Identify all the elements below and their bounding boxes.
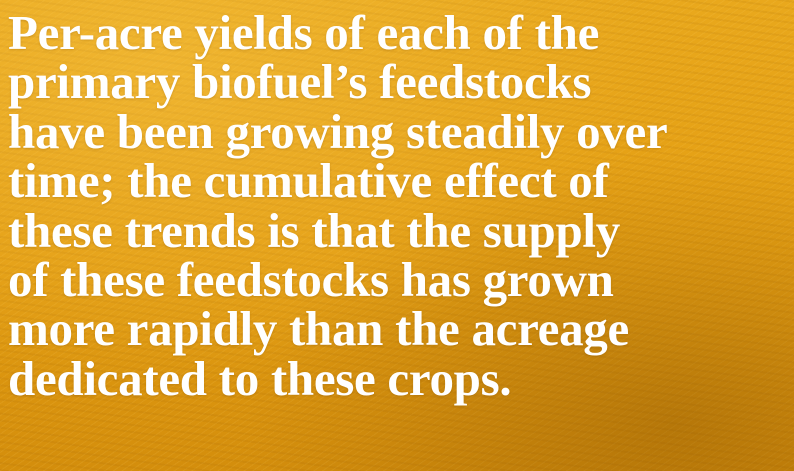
quote-line: primary biofuel’s feedstocks: [8, 54, 592, 110]
quote-line: of these feedstocks has grown: [8, 252, 614, 308]
quote-line: dedicated to these crops.: [8, 350, 512, 406]
quote-line: have been growing steadily over: [8, 103, 668, 159]
quote-line: these trends is that the supply: [8, 202, 620, 258]
quote-line: Per-acre yields of each of the: [8, 5, 600, 60]
quote-text: Per-acre yields of each of the primary bi…: [8, 5, 794, 406]
quote-line: time; the cumulative effect of: [8, 153, 609, 209]
quote-line: more rapidly than the acreage: [8, 301, 629, 357]
